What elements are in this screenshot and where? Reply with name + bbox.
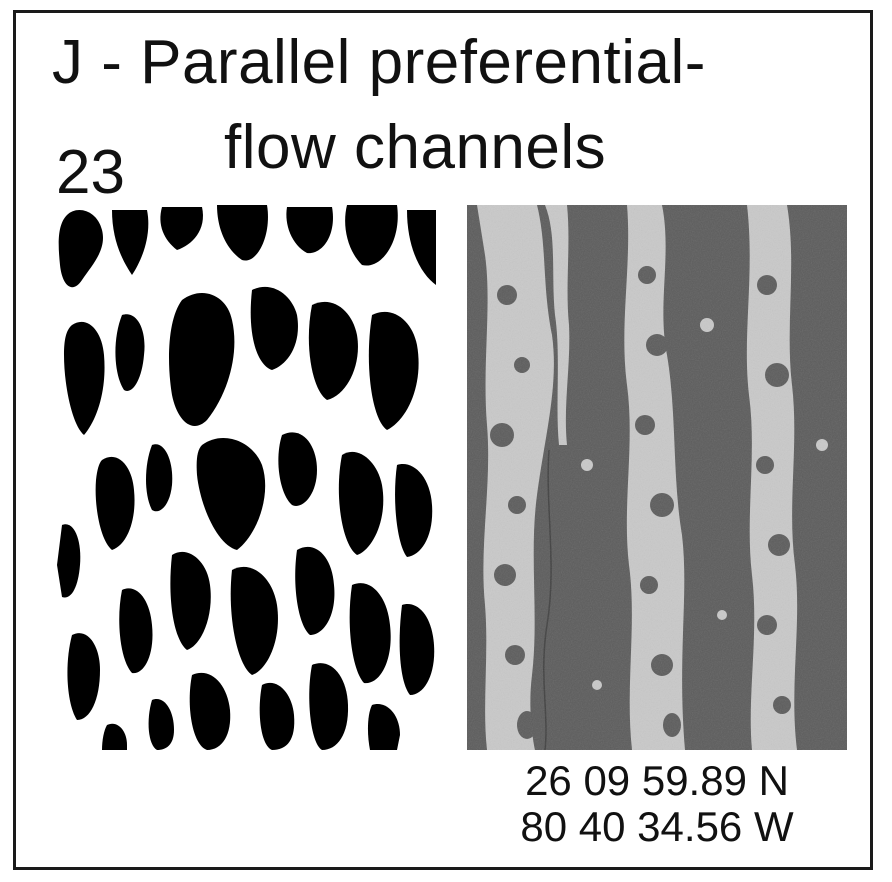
aerial-photograph: [467, 205, 847, 750]
figure-title-line2: flow channels: [224, 113, 607, 182]
figure-title: J - Parallel preferential-: [52, 28, 706, 97]
binary-classification-map: [52, 205, 436, 750]
coordinates-label: 26 09 59.89 N 80 40 34.56 W: [467, 758, 847, 850]
longitude-text: 80 40 34.56 W: [520, 803, 794, 850]
latitude-text: 26 09 59.89 N: [525, 757, 789, 804]
binary-dark-patches: [57, 205, 436, 750]
panel-number: 23: [56, 138, 125, 207]
